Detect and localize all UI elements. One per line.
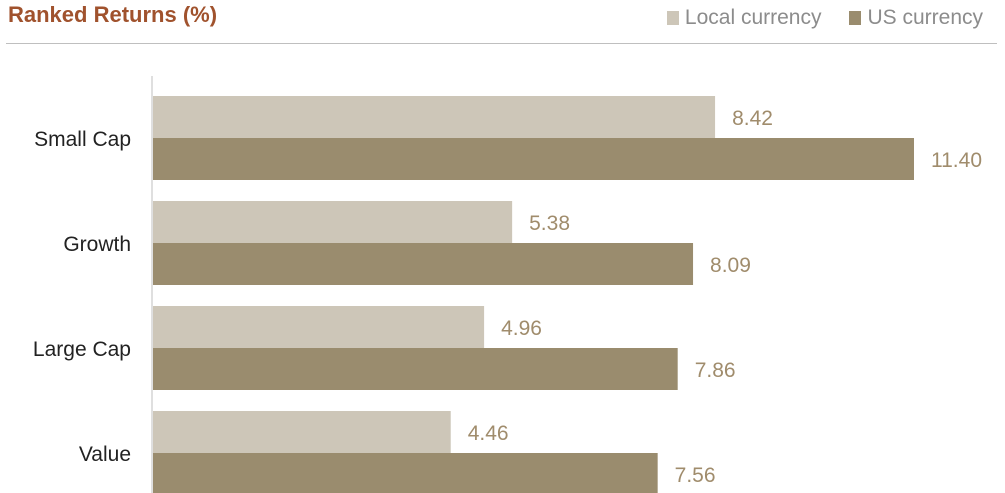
bar-large-cap-us: [153, 348, 678, 390]
data-label-large-cap-us: 7.86: [695, 359, 736, 382]
bar-value-local: [153, 411, 451, 453]
chart-title: Ranked Returns (%): [8, 2, 218, 27]
data-label-growth-local: 5.38: [529, 212, 570, 235]
data-label-large-cap-local: 4.96: [501, 317, 542, 340]
bar-small-cap-us: [153, 138, 914, 180]
bar-growth-us: [153, 243, 694, 285]
category-label-large-cap: Large Cap: [33, 338, 131, 361]
legend-swatch-us: [849, 11, 862, 25]
data-label-value-us: 7.56: [675, 464, 716, 487]
bar-large-cap-local: [153, 306, 485, 348]
legend-item-us: US currency: [849, 6, 983, 30]
bar-growth-local: [153, 201, 513, 243]
legend-item-local: Local currency: [666, 6, 822, 30]
bar-value-us: [153, 453, 658, 493]
data-label-value-local: 4.46: [468, 422, 509, 445]
legend-label-local: Local currency: [684, 6, 822, 29]
data-label-small-cap-us: 11.40: [931, 149, 982, 172]
legend-swatch-local: [666, 11, 679, 25]
bar-small-cap-local: [153, 96, 716, 138]
data-label-small-cap-local: 8.42: [732, 107, 773, 130]
legend-label-us: US currency: [867, 6, 983, 29]
category-label-growth: Growth: [63, 233, 131, 256]
legend: Local currency US currency: [666, 6, 983, 30]
category-label-value: Value: [79, 443, 131, 466]
category-label-small-cap: Small Cap: [34, 128, 131, 151]
title-divider: [6, 43, 997, 44]
data-label-growth-us: 8.09: [710, 254, 751, 277]
